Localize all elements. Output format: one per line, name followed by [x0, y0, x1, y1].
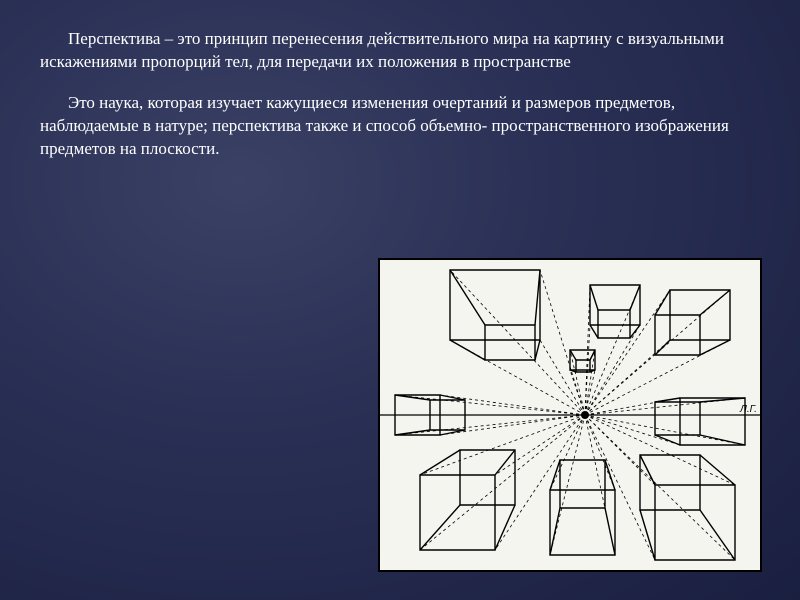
svg-text:Л.Г.: Л.Г.	[739, 404, 757, 415]
perspective-diagram: Л.Г.	[378, 258, 762, 572]
paragraph-2-text: Это наука, которая изучает кажущиеся изм…	[40, 93, 729, 158]
text-block: Перспектива – это принцип перенесения де…	[0, 0, 800, 161]
paragraph-2: Это наука, которая изучает кажущиеся изм…	[40, 92, 760, 161]
paragraph-1-text: Перспектива – это принцип перенесения де…	[40, 29, 724, 71]
paragraph-1: Перспектива – это принцип перенесения де…	[40, 28, 760, 74]
perspective-svg: Л.Г.	[380, 260, 760, 570]
